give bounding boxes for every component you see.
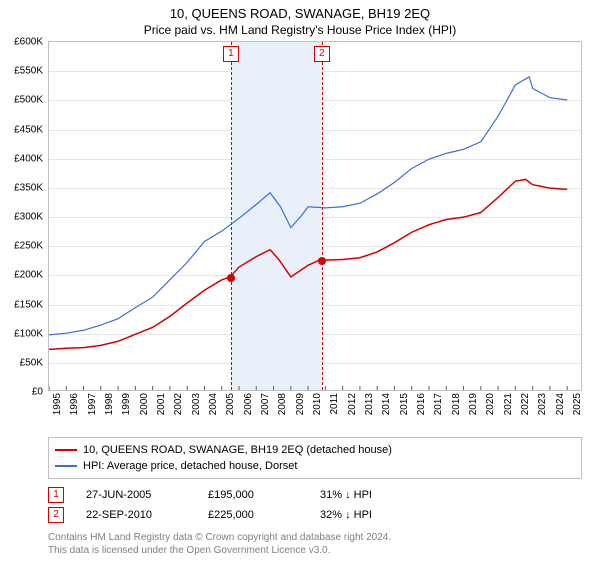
x-tick-label: 2004 <box>208 393 219 415</box>
x-tick-label: 2014 <box>381 393 392 415</box>
legend-label: HPI: Average price, detached house, Dors… <box>83 460 297 472</box>
page-subtitle: Price paid vs. HM Land Registry's House … <box>0 23 600 37</box>
transaction-date: 27-JUN-2005 <box>86 489 186 501</box>
x-tick-label: 2010 <box>312 393 323 415</box>
legend-label: 10, QUEENS ROAD, SWANAGE, BH19 2EQ (deta… <box>83 444 392 456</box>
y-tick-label: £400K <box>14 153 43 164</box>
x-axis-labels: 1995 1996 1997 1998 1999 2000 2001 2002 2003 2004… <box>48 391 582 431</box>
legend-item: HPI: Average price, detached house, Dors… <box>55 458 575 474</box>
x-tick-label: 2021 <box>503 393 514 415</box>
x-tick-label: 2003 <box>191 393 202 415</box>
x-tick-label: 2002 <box>173 393 184 415</box>
x-tick-label: 2022 <box>520 393 531 415</box>
x-tick-label: 1995 <box>52 393 63 415</box>
transaction-price: £195,000 <box>208 489 298 501</box>
transactions-table: 1 27-JUN-2005 £195,000 31% ↓ HPI 2 22-SEP-201… <box>48 485 582 525</box>
page-title: 10, QUEENS ROAD, SWANAGE, BH19 2EQ <box>0 6 600 21</box>
marker-dot <box>227 274 235 282</box>
legend-item: 10, QUEENS ROAD, SWANAGE, BH19 2EQ (deta… <box>55 442 575 458</box>
x-tick-label: 1997 <box>87 393 98 415</box>
y-tick-label: £100K <box>14 328 43 339</box>
price-chart: £0£50K£100K£150K£200K£250K£300K£350K£400… <box>48 41 582 391</box>
marker-dot <box>318 257 326 265</box>
x-tick-label: 2009 <box>295 393 306 415</box>
x-tick-label: 2013 <box>364 393 375 415</box>
x-tick-label: 2012 <box>347 393 358 415</box>
x-tick-label: 2006 <box>243 393 254 415</box>
x-tick-label: 1999 <box>121 393 132 415</box>
x-tick-label: 2001 <box>156 393 167 415</box>
y-tick-label: £300K <box>14 212 43 223</box>
transaction-row: 2 22-SEP-2010 £225,000 32% ↓ HPI <box>48 505 582 525</box>
legend-swatch <box>55 449 77 451</box>
x-tick-label: 2019 <box>468 393 479 415</box>
transaction-price: £225,000 <box>208 509 298 521</box>
x-tick-label: 2025 <box>572 393 583 415</box>
x-tick-label: 1998 <box>104 393 115 415</box>
y-tick-label: £0 <box>32 387 43 398</box>
y-tick-label: £550K <box>14 66 43 77</box>
y-tick-label: £50K <box>20 357 43 368</box>
legend-swatch <box>55 465 77 467</box>
y-tick-label: £250K <box>14 241 43 252</box>
x-tick-label: 2008 <box>277 393 288 415</box>
x-tick-label: 2017 <box>433 393 444 415</box>
x-tick-label: 2024 <box>555 393 566 415</box>
y-tick-label: £500K <box>14 95 43 106</box>
x-tick-label: 1996 <box>69 393 80 415</box>
footer-line: Contains HM Land Registry data © Crown c… <box>48 531 582 544</box>
y-tick-label: £600K <box>14 37 43 48</box>
x-tick-label: 2023 <box>537 393 548 415</box>
footer: Contains HM Land Registry data © Crown c… <box>48 531 582 557</box>
transaction-ratio: 32% ↓ HPI <box>320 509 420 521</box>
y-tick-label: £450K <box>14 124 43 135</box>
transaction-marker-box: 2 <box>48 507 64 523</box>
x-tick-label: 2005 <box>225 393 236 415</box>
x-tick-label: 2015 <box>399 393 410 415</box>
transaction-marker-box: 1 <box>48 487 64 503</box>
x-tick-label: 2016 <box>416 393 427 415</box>
transaction-date: 22-SEP-2010 <box>86 509 186 521</box>
y-tick-label: £350K <box>14 182 43 193</box>
x-tick-label: 2020 <box>485 393 496 415</box>
transaction-ratio: 31% ↓ HPI <box>320 489 420 501</box>
legend: 10, QUEENS ROAD, SWANAGE, BH19 2EQ (deta… <box>48 437 582 479</box>
y-axis-labels: £0£50K£100K£150K£200K£250K£300K£350K£400… <box>1 42 47 390</box>
y-tick-label: £150K <box>14 299 43 310</box>
series-price_paid <box>49 179 567 349</box>
x-tick-label: 2000 <box>139 393 150 415</box>
x-tick-label: 2018 <box>451 393 462 415</box>
footer-line: This data is licensed under the Open Gov… <box>48 544 582 557</box>
transaction-row: 1 27-JUN-2005 £195,000 31% ↓ HPI <box>48 485 582 505</box>
x-tick-label: 2011 <box>329 393 340 415</box>
y-tick-label: £200K <box>14 270 43 281</box>
x-tick-label: 2007 <box>260 393 271 415</box>
